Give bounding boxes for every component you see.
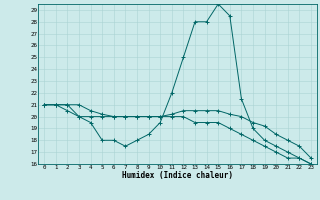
X-axis label: Humidex (Indice chaleur): Humidex (Indice chaleur): [122, 171, 233, 180]
